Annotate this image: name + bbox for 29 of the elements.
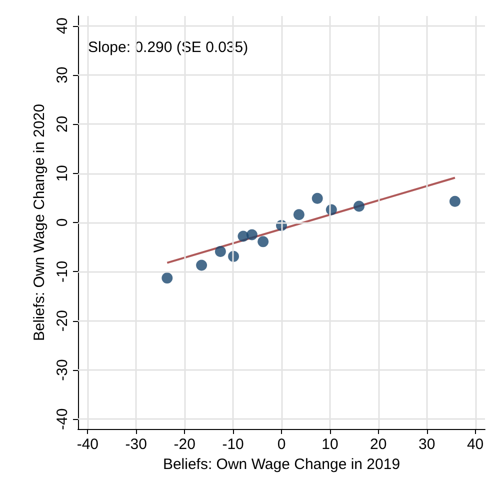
y-tick-label: 40 xyxy=(54,17,71,34)
y-tick-label: -40 xyxy=(54,408,71,430)
y-tick-label: 20 xyxy=(54,116,71,133)
y-tick-label: -30 xyxy=(54,359,71,381)
point xyxy=(354,200,365,212)
x-axis-title: Beliefs: Own Wage Change in 2019 xyxy=(162,456,400,473)
y-tick-label: 0 xyxy=(54,218,71,227)
point xyxy=(293,209,304,220)
point xyxy=(162,272,173,284)
x-tick-label: 40 xyxy=(466,436,484,453)
point xyxy=(246,229,258,240)
x-tick-label: 10 xyxy=(322,436,338,453)
x-tick-label: 30 xyxy=(418,436,436,453)
y-tick-label: 30 xyxy=(54,66,71,84)
x-tick-label: -10 xyxy=(222,436,244,453)
point xyxy=(214,246,226,258)
x-tick-label: 20 xyxy=(370,436,387,453)
x-tick-label: 0 xyxy=(277,436,286,453)
point xyxy=(196,260,208,271)
y-tick-label: 10 xyxy=(54,164,71,182)
point xyxy=(258,236,269,248)
x-tick-label: -40 xyxy=(76,436,99,453)
y-axis-title: Beliefs: Own Wage Change in 2020 xyxy=(31,104,48,342)
y-tick-label: -10 xyxy=(54,260,71,283)
point xyxy=(312,192,323,204)
point xyxy=(449,196,460,207)
x-tick-label: -20 xyxy=(174,436,196,453)
x-tick-label: -30 xyxy=(125,436,147,453)
y-tick-label: -20 xyxy=(54,310,71,332)
